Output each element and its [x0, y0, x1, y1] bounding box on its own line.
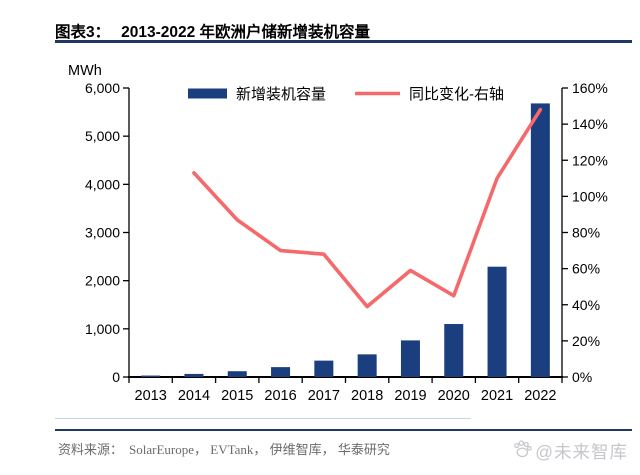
capacity-chart: MWh 0 1,000 2,000 3,000 4,000 5,000 6,000 0% 20% 4… [0, 55, 640, 415]
bar-2016 [271, 367, 291, 377]
x-label-2014: 2014 [178, 388, 210, 404]
right-axis-tick-label: 120% [572, 152, 608, 168]
source-list: SolarEurope， EVTank， 伊维智库， 华泰研究 [129, 442, 390, 457]
left-axis-tick-label: 5,000 [85, 128, 120, 144]
left-axis-unit-label: MWh [68, 63, 102, 79]
legend-label-installed-capacity: 新增装机容量 [236, 86, 326, 103]
bar-2019 [400, 340, 420, 377]
source-line: 资料来源： SolarEurope， EVTank， 伊维智库， 华泰研究 [58, 439, 390, 458]
bar-2022 [530, 103, 550, 377]
x-label-2015: 2015 [221, 388, 253, 404]
source-label: 资料来源： [58, 442, 124, 457]
left-axis-tick-label: 4,000 [85, 176, 120, 192]
x-label-2017: 2017 [308, 388, 340, 404]
bar-2018 [357, 354, 377, 377]
left-axis-tick-label: 6,000 [85, 80, 120, 96]
title-underline [55, 40, 632, 43]
right-axis-tick-label: 80% [572, 225, 600, 241]
right-axis-tick-label: 140% [572, 116, 608, 132]
figure-label: 图表3： [55, 24, 111, 41]
right-axis-tick-label: 20% [572, 333, 600, 349]
bar-2021 [487, 266, 507, 377]
right-axis-tick-label: 0% [572, 369, 592, 385]
left-axis-tick-label: 0 [112, 369, 120, 385]
chart-bottom-edge [55, 418, 471, 419]
left-axis-tick-label: 2,000 [85, 273, 120, 289]
watermark-text: @未来智库 [535, 441, 628, 462]
x-label-2022: 2022 [524, 388, 556, 404]
x-label-2016: 2016 [264, 388, 296, 404]
paw-icon [511, 438, 533, 465]
x-label-2021: 2021 [481, 388, 513, 404]
watermark: @未来智库 [511, 438, 628, 464]
bar-2017 [314, 360, 334, 377]
legend-label-yoy-change: 同比变化-右轴 [409, 86, 504, 103]
left-axis-tick-label: 1,000 [85, 321, 120, 337]
bar-2013 [141, 375, 161, 377]
bar-2015 [227, 371, 247, 377]
x-label-2018: 2018 [351, 388, 383, 404]
chart-canvas: MWh 0 1,000 2,000 3,000 4,000 5,000 6,000 0% 20% 4… [68, 63, 608, 404]
right-axis-tick-label: 160% [572, 80, 608, 96]
bar-2014 [184, 373, 204, 377]
page-title: 2013-2022 年欧洲户储新增装机容量 [121, 24, 371, 41]
x-label-2020: 2020 [438, 388, 470, 404]
bar-2020 [444, 324, 464, 377]
footer-divider [55, 429, 632, 431]
left-axis-tick-label: 3,000 [85, 225, 120, 241]
yoy-change-line [192, 107, 543, 309]
right-axis-tick-label: 60% [572, 261, 600, 277]
x-label-2019: 2019 [394, 388, 426, 404]
right-axis-tick-label: 40% [572, 297, 600, 313]
right-axis-tick-label: 100% [572, 188, 608, 204]
figure-header: 图表3： 2013-2022 年欧洲户储新增装机容量 [55, 20, 632, 42]
legend-swatch-installed-capacity [188, 88, 227, 99]
x-label-2013: 2013 [135, 388, 167, 404]
